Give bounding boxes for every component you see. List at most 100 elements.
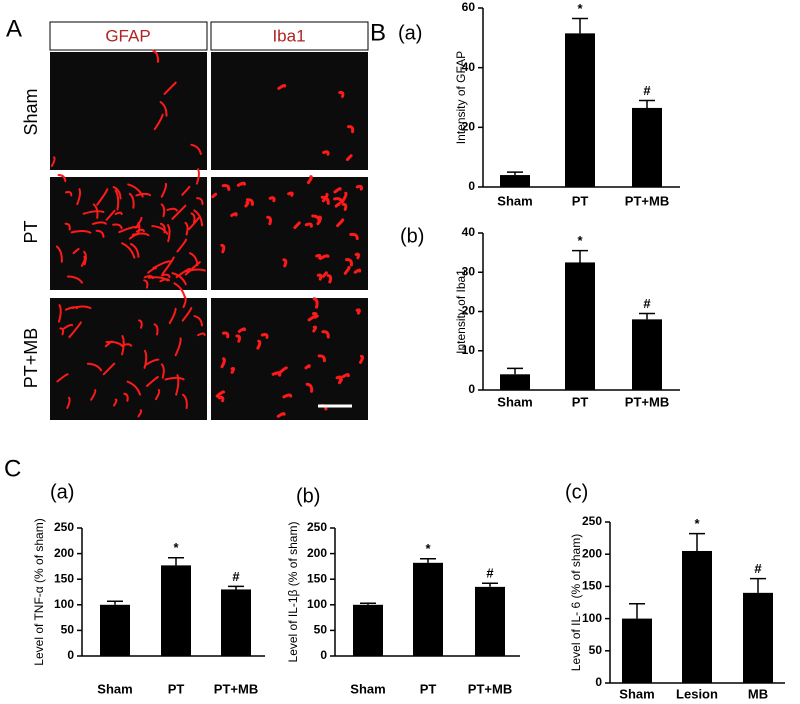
significance-marker: #: [643, 83, 651, 98]
cell: [235, 334, 242, 343]
cell: [176, 238, 188, 253]
cell: [62, 323, 74, 330]
cell: [195, 168, 200, 185]
cell: [355, 308, 361, 315]
cell: [175, 374, 180, 396]
panel-label: C: [4, 455, 21, 482]
cell: [221, 183, 231, 191]
cell: [120, 343, 133, 347]
cell: [126, 380, 142, 396]
cell: [68, 321, 82, 339]
cell: [121, 335, 125, 356]
y-tick-label: 0: [595, 675, 602, 689]
y-tick-label: 0: [67, 648, 74, 662]
bar: [161, 565, 191, 656]
cell: [305, 382, 314, 393]
x-tick-label: MB: [748, 686, 768, 701]
x-tick-label: PT+MB: [214, 681, 258, 696]
cell: [56, 373, 69, 383]
chart-title: (c): [565, 481, 588, 503]
cell: [193, 209, 204, 227]
cell: [304, 364, 311, 370]
cell: [315, 253, 322, 260]
cell: [112, 398, 118, 407]
error-bar: [689, 532, 705, 551]
cell: [321, 271, 328, 278]
cell: [355, 184, 363, 191]
cell: [319, 254, 330, 260]
error-bar: [228, 585, 244, 590]
cell: [236, 181, 247, 187]
cell: [135, 228, 145, 233]
chart-title: (a): [398, 22, 422, 44]
x-tick-label: PT+MB: [625, 394, 669, 409]
cell: [123, 392, 129, 402]
cell: [76, 188, 82, 206]
micrograph: [211, 298, 368, 420]
micrograph: [50, 298, 207, 420]
cell: [333, 187, 342, 194]
error-bar: [507, 367, 523, 375]
cell: [334, 202, 341, 208]
cell: [105, 209, 116, 221]
x-tick-label: Sham: [97, 681, 132, 696]
x-tick-label: PT: [572, 394, 589, 409]
cell: [353, 268, 362, 274]
cell: [196, 197, 204, 206]
cell: [321, 330, 330, 339]
cell: [83, 250, 87, 266]
y-tick-label: 30: [462, 264, 476, 278]
cell: [70, 230, 92, 234]
cell: [182, 295, 187, 309]
x-tick-label: PT+MB: [468, 681, 512, 696]
bar: [632, 319, 662, 390]
column-header: Iba1: [272, 26, 305, 45]
cell: [166, 224, 171, 243]
cell: [152, 260, 171, 270]
bar: [743, 592, 773, 683]
cell: [72, 248, 80, 255]
cell: [138, 319, 143, 329]
cell: [163, 81, 177, 95]
cell: [59, 327, 65, 336]
cell: [321, 192, 329, 203]
error-bar: [107, 600, 123, 605]
cell: [112, 223, 123, 230]
cell: [181, 307, 193, 322]
y-tick-label: 200: [307, 546, 327, 560]
cell: [159, 278, 170, 283]
significance-marker: *: [577, 1, 583, 16]
y-tick-label: 0: [468, 179, 475, 193]
bar: [413, 562, 443, 656]
significance-marker: *: [577, 233, 583, 248]
cell: [237, 327, 247, 333]
error-bar: [420, 557, 436, 563]
error-bar: [629, 603, 645, 619]
error-bar: [507, 171, 523, 176]
cell: [90, 389, 97, 401]
cell: [91, 221, 107, 225]
cell: [244, 200, 250, 208]
cell: [160, 363, 165, 379]
x-tick-label: Sham: [619, 686, 654, 701]
x-tick-label: PT: [572, 193, 589, 208]
cell: [143, 349, 148, 369]
cell: [260, 333, 269, 339]
cell: [160, 273, 171, 279]
y-tick-label: 250: [54, 520, 74, 534]
error-bar: [750, 577, 766, 593]
y-tick-label: 50: [314, 623, 328, 637]
y-tick-label: 100: [307, 597, 327, 611]
x-tick-label: Sham: [497, 394, 532, 409]
significance-marker: #: [643, 296, 651, 311]
cell: [112, 186, 122, 200]
micrographs: [50, 49, 368, 420]
cell: [256, 339, 262, 350]
cell: [211, 192, 218, 199]
cell: [354, 252, 361, 260]
cell: [95, 229, 105, 238]
cell: [326, 274, 333, 284]
column-header: GFAP: [105, 26, 150, 45]
y-tick-label: 20: [462, 120, 476, 134]
